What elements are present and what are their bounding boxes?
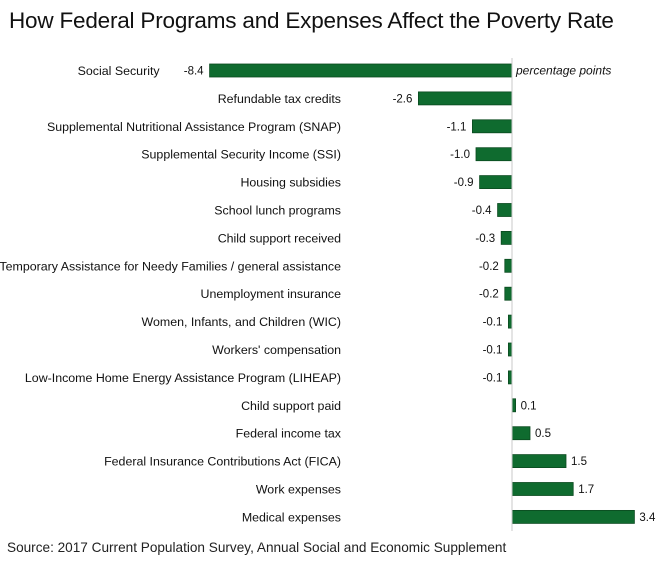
value-label: -0.2 <box>479 261 499 273</box>
chart-title: How Federal Programs and Expenses Affect… <box>9 8 614 33</box>
category-label: Workers' compensation <box>212 343 341 357</box>
bar <box>511 398 516 413</box>
value-label: -2.6 <box>393 93 413 105</box>
bar <box>475 147 513 162</box>
bar <box>511 509 635 524</box>
bar <box>511 482 574 496</box>
bar <box>507 314 513 329</box>
category-label: School lunch programs <box>214 204 341 218</box>
bar <box>417 91 513 106</box>
bars-group: Social Security -8.4 Refundable tax credit… <box>0 63 656 524</box>
value-label: -0.2 <box>479 289 499 301</box>
value-label: 0.5 <box>535 428 551 440</box>
value-label: 0.1 <box>521 400 537 412</box>
category-label: Federal income tax <box>236 427 342 441</box>
value-label: -8.4 <box>184 66 204 78</box>
bar <box>209 63 513 78</box>
bar <box>511 454 567 469</box>
category-label: Child support received <box>218 231 341 245</box>
value-label: -0.9 <box>454 177 474 189</box>
source-note: Source: 2017 Current Population Survey, … <box>7 540 507 555</box>
value-label: -0.4 <box>472 205 492 217</box>
bar <box>507 370 513 385</box>
category-label: Temporary Assistance for Needy Families … <box>0 259 341 273</box>
bar <box>497 203 513 217</box>
value-label: -0.1 <box>483 317 503 329</box>
category-label: Federal Insurance Contributions Act (FIC… <box>104 455 341 469</box>
category-label: Housing subsidies <box>240 176 341 190</box>
category-label: Work expenses <box>256 483 341 497</box>
bar <box>500 230 513 245</box>
bar <box>507 342 513 357</box>
category-label: Medical expenses <box>242 510 341 524</box>
bar <box>511 426 531 441</box>
value-label: -0.1 <box>483 372 503 384</box>
bar <box>471 119 513 134</box>
category-label: Supplemental Security Income (SSI) <box>141 148 341 162</box>
category-label: Low-Income Home Energy Assistance Progra… <box>25 371 341 385</box>
category-label: Social Security <box>78 64 161 78</box>
value-label: -0.1 <box>483 345 503 357</box>
unit-label: percentage points <box>515 64 611 78</box>
category-label: Unemployment insurance <box>201 287 342 301</box>
value-label: -1.1 <box>447 121 467 133</box>
value-label: 1.7 <box>578 484 594 496</box>
value-label: 1.5 <box>571 456 587 468</box>
value-label: 3.4 <box>639 512 656 524</box>
bar <box>479 175 513 190</box>
bar <box>504 258 513 273</box>
category-label: Refundable tax credits <box>218 92 341 106</box>
value-label: -1.0 <box>450 149 470 161</box>
bar <box>504 286 513 301</box>
category-label: Supplemental Nutritional Assistance Prog… <box>47 120 341 134</box>
value-label: -0.3 <box>475 233 495 245</box>
category-label: Women, Infants, and Children (WIC) <box>142 315 341 329</box>
category-label: Child support paid <box>241 399 341 413</box>
